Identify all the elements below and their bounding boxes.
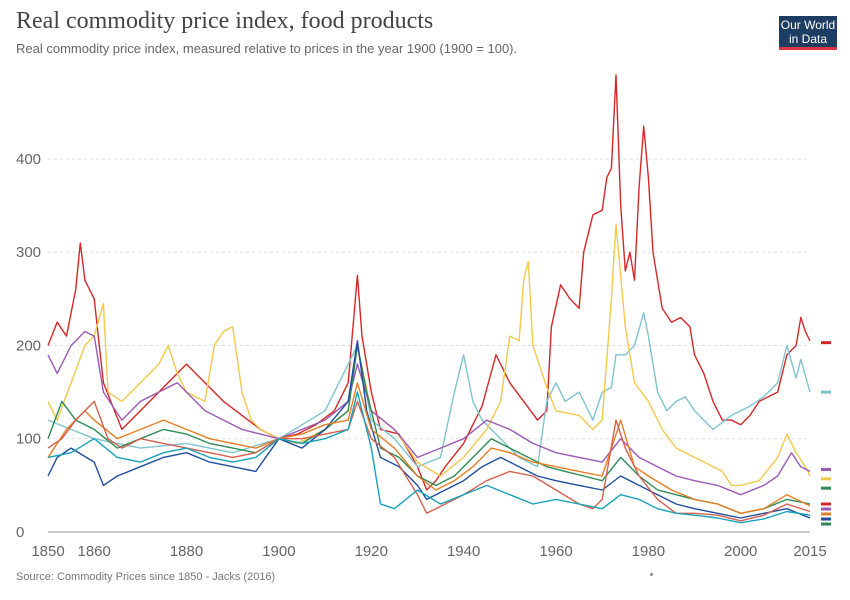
owid-logo[interactable]: Our World in Data (779, 16, 837, 50)
end-marker-6[interactable] (821, 502, 831, 506)
x-tick-label: 1980 (632, 543, 665, 560)
end-marker-5[interactable] (821, 486, 831, 490)
x-tick-label: 1920 (355, 543, 388, 560)
series-line-1[interactable] (47, 74, 811, 491)
end-markers (821, 341, 831, 526)
y-axis-ticks: 0 100 200 300 400 (16, 151, 41, 541)
series-line-4[interactable] (47, 330, 811, 496)
series-line-8[interactable] (47, 400, 811, 522)
series-line-5[interactable] (47, 344, 811, 514)
end-marker-9[interactable] (821, 517, 831, 521)
x-tick-label: 1880 (170, 543, 203, 560)
series-line-2[interactable] (47, 312, 811, 468)
y-tick-label: 400 (16, 151, 41, 168)
end-marker-4[interactable] (821, 477, 831, 481)
chart-title: Real commodity price index, food product… (16, 8, 434, 34)
series-line-3[interactable] (47, 223, 811, 487)
series-line-6[interactable] (47, 340, 811, 519)
grid-lines (48, 158, 810, 533)
x-tick-label: 2015 (793, 543, 826, 560)
x-tick-label: 2000 (724, 543, 757, 560)
series-line-9[interactable] (47, 391, 811, 524)
end-marker-1[interactable] (821, 341, 831, 345)
x-tick-label: 1850 (31, 543, 64, 560)
end-marker-7[interactable] (821, 507, 831, 511)
y-tick-label: 300 (16, 244, 41, 261)
x-tick-label: 1960 (539, 543, 572, 560)
series-lines (47, 74, 811, 524)
x-tick-label: 1900 (262, 543, 295, 560)
chart-subtitle: Real commodity price index, measured rel… (16, 41, 518, 56)
y-tick-label: 100 (16, 431, 41, 448)
end-marker-8[interactable] (821, 512, 831, 516)
logo-line-2: in Data (788, 32, 828, 46)
footer-dot (650, 573, 653, 576)
logo-line-1: Our World (780, 18, 836, 32)
x-tick-label: 1860 (77, 543, 110, 560)
end-marker-2[interactable] (821, 390, 831, 394)
x-axis-ticks: 1850 1860 1880 1900 1920 1940 1960 1980 2000 2015 (31, 543, 826, 560)
end-marker-3[interactable] (821, 468, 831, 472)
y-tick-label: 200 (16, 337, 41, 354)
source-note: Source: Commodity Prices since 1850 - Ja… (16, 571, 276, 583)
end-marker-10[interactable] (821, 522, 831, 526)
series-line-7[interactable] (47, 382, 811, 514)
x-tick-label: 1940 (447, 543, 480, 560)
y-tick-label: 0 (16, 524, 24, 541)
